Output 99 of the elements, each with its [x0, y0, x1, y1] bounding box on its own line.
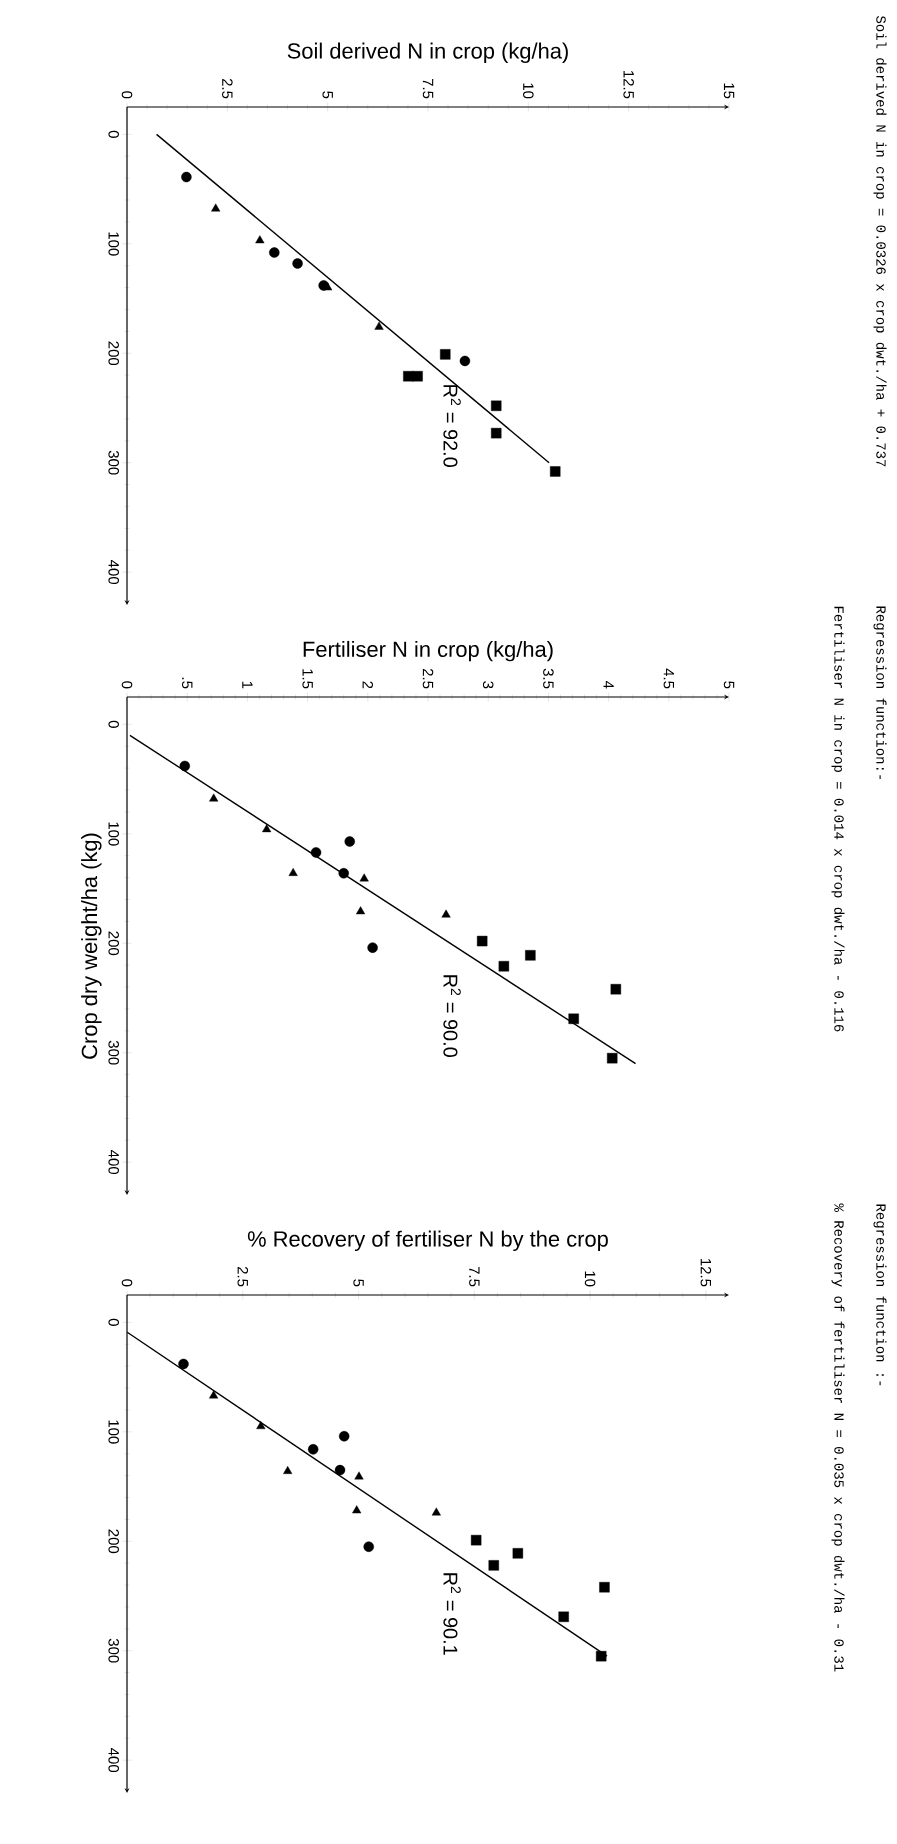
point [596, 1650, 607, 1662]
x-tick-label: .5 [181, 677, 193, 689]
point [269, 247, 280, 258]
annotation: R$^{2}$ = 90.1 [443, 1573, 461, 1655]
x-tick-label: 7.5 [422, 78, 434, 99]
y-tick-label: 300 [108, 450, 119, 475]
point [568, 1013, 579, 1024]
y-tick-label: 300 [108, 1040, 119, 1065]
annotation: R$^{2}$ = 92.0 [443, 385, 461, 467]
point [441, 909, 451, 918]
x-tick-label: 2.5 [237, 1266, 249, 1287]
point [491, 427, 502, 439]
x-tick-label: 12.5 [700, 1259, 712, 1287]
x-tick-label: 5 [322, 91, 333, 99]
point [211, 203, 221, 212]
x-tick-label: 0 [121, 1279, 133, 1287]
x-tick-label: 4.5 [663, 668, 675, 689]
point [470, 1534, 482, 1546]
y-tick-label: 0 [108, 130, 119, 138]
point [256, 1421, 266, 1430]
x-tick-label: 7.5 [469, 1266, 480, 1287]
x-tick-label: 2.5 [422, 668, 434, 689]
point [307, 1444, 319, 1455]
text: % Recovery of fertiliser N = 0.035 x crop dwt./ha - 0.31 [831, 1203, 845, 1672]
point [403, 371, 414, 382]
point [354, 1471, 364, 1480]
point [255, 235, 265, 244]
point [476, 935, 488, 947]
x-tick-label: 3 [482, 681, 494, 689]
point [512, 1548, 524, 1559]
y-tick-label: 0 [108, 1318, 119, 1326]
y-tick-label: 200 [108, 341, 119, 366]
y-tick-label: 400 [108, 1150, 119, 1175]
text: Fertiliser N in crop = 0.014 x crop dwt./ha - 0.116 [831, 606, 845, 1032]
y-tick-label: 100 [108, 232, 119, 256]
point [491, 400, 502, 411]
point [610, 984, 622, 995]
point [498, 961, 510, 972]
y-tick-label: 200 [108, 1529, 119, 1554]
y-tick-label: 100 [108, 822, 119, 846]
point [359, 873, 369, 882]
point [525, 950, 536, 961]
point [412, 371, 423, 382]
y-tick-label: 200 [108, 931, 119, 956]
y-tick-label: 100 [108, 1420, 119, 1444]
point [292, 258, 303, 269]
point [209, 1390, 219, 1399]
point [262, 824, 272, 833]
point [179, 760, 190, 772]
point [374, 321, 384, 330]
point [338, 868, 349, 879]
point [288, 868, 298, 876]
x-tick-label: 1 [242, 681, 253, 689]
x-tick-label: 3.5 [543, 668, 554, 689]
point [550, 466, 561, 477]
point [310, 847, 322, 858]
y-tick-label: 0 [108, 720, 119, 728]
text: Regression function :- [873, 1204, 887, 1386]
x-tick-label: 0 [121, 681, 133, 689]
point [323, 282, 333, 291]
point [607, 1052, 618, 1064]
x-tick-label: 5 [353, 1279, 364, 1287]
point [459, 355, 471, 367]
x-axis-title: % Recovery of fertiliser N by the crop [247, 1230, 608, 1252]
point [352, 1505, 362, 1514]
point [209, 793, 219, 802]
x-tick-label: 12.5 [623, 71, 634, 99]
x-tick-label: 4 [603, 681, 614, 689]
text: Soil derived N in crop = 0.0326 x crop dwt./ha + 0.737 [873, 16, 887, 467]
point [334, 1464, 346, 1476]
point [338, 1430, 350, 1442]
y-tick-label: 400 [108, 560, 119, 585]
x-axis-title: Fertiliser N in crop (kg/ha) [303, 640, 553, 662]
point [283, 1466, 293, 1474]
x-tick-label: 10 [584, 1271, 596, 1287]
x-axis-title: Soil derived N in crop (kg/ha) [287, 42, 568, 64]
x-tick-label: 15 [723, 83, 735, 99]
point [440, 349, 451, 360]
point [367, 942, 378, 953]
text: Regression function:- [873, 606, 887, 779]
x-tick-label: 10 [523, 83, 534, 99]
y-axis-title: Crop dry weight/ha (kg) [81, 833, 102, 1059]
x-tick-label: 2 [362, 681, 374, 689]
point [599, 1582, 610, 1593]
point [431, 1507, 441, 1516]
point [178, 1358, 189, 1370]
point [181, 171, 192, 183]
point [558, 1611, 569, 1622]
x-tick-label: 5 [723, 681, 735, 689]
point [356, 906, 366, 915]
x-tick-label: 1.5 [302, 669, 313, 689]
point [488, 1560, 499, 1571]
point [344, 836, 355, 847]
y-tick-label: 300 [108, 1638, 119, 1663]
x-tick-label: 2.5 [222, 78, 233, 99]
annotation: R$^{2}$ = 90.0 [443, 975, 461, 1057]
x-tick-label: 0 [121, 91, 133, 99]
y-tick-label: 400 [108, 1748, 119, 1773]
point [363, 1541, 374, 1552]
